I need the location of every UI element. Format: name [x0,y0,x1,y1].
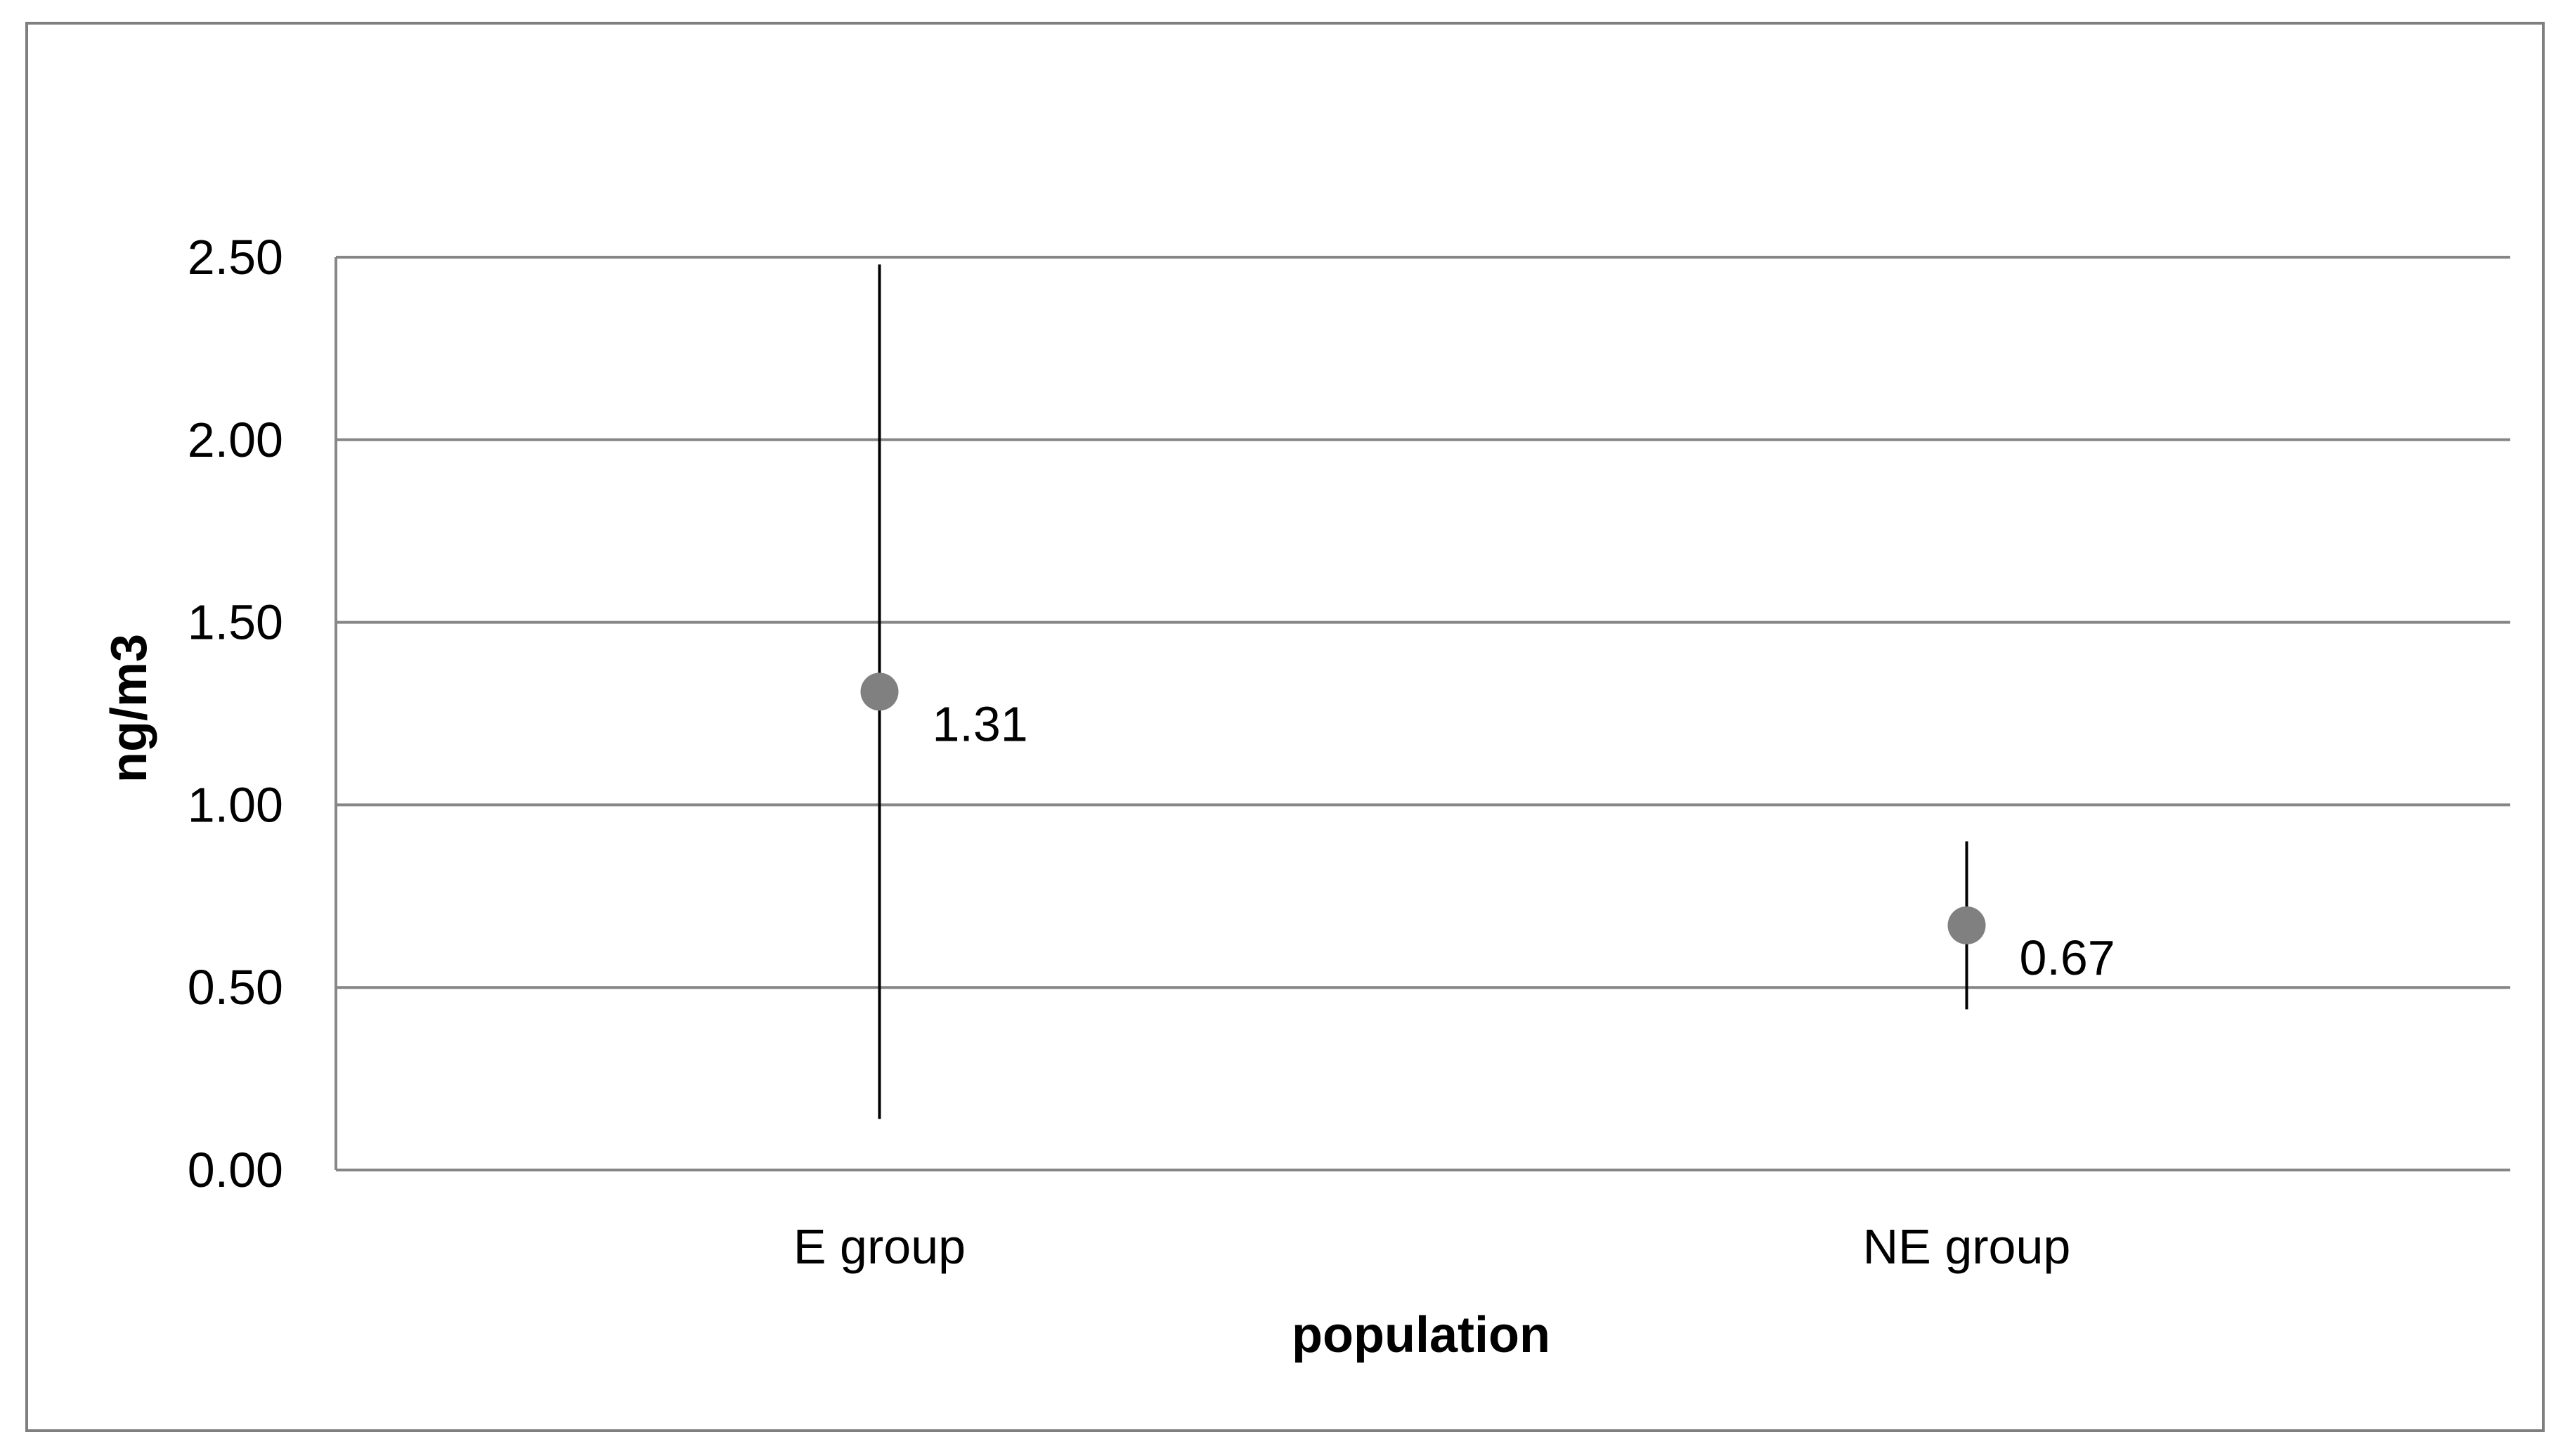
x-axis-title: population [1292,1307,1550,1363]
y-tick-label: 0.50 [188,960,283,1015]
x-tick-label: NE group [1863,1219,2071,1274]
y-tick-label: 2.00 [188,412,283,467]
y-tick-label: 2.50 [188,230,283,285]
y-axis-title: ng/m3 [101,634,157,783]
gridlines [336,256,2510,989]
axes [335,257,2510,1171]
data-points [860,672,1986,944]
data-point [860,672,899,711]
y-tick-label: 1.50 [188,595,283,650]
chart-border [25,22,2545,1432]
y-tick-labels: 0.00 0.50 1.00 1.50 2.00 2.50 [188,230,283,1197]
y-tick-label: 1.00 [188,777,283,832]
data-point [1947,906,1986,944]
data-label: 0.67 [2020,930,2115,985]
data-label: 1.31 [933,696,1028,751]
x-tick-labels: E group NE group [793,1219,2070,1274]
x-tick-label: E group [793,1219,966,1274]
y-tick-label: 0.00 [188,1143,283,1197]
data-labels: 1.31 0.67 [933,696,2115,985]
